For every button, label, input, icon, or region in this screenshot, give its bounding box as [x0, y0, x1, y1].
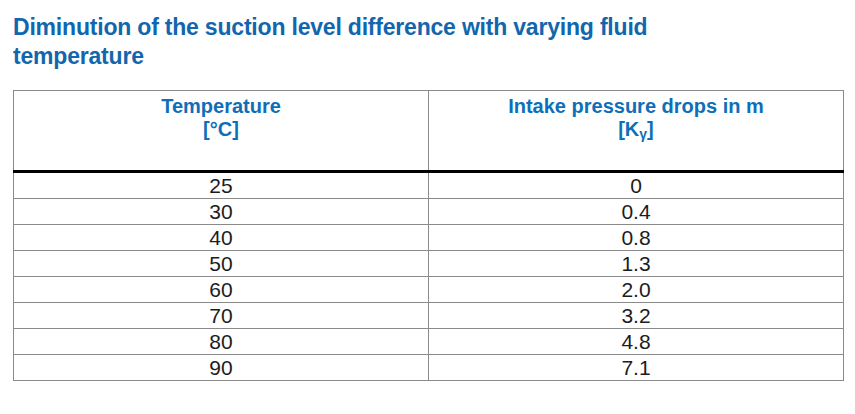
table-header: Temperature [°C] Intake pressure drops i… — [14, 91, 844, 172]
temperature-header-label: Temperature — [14, 95, 428, 118]
table-row: 70 3.2 — [14, 303, 844, 329]
pressure-cell: 3.2 — [429, 303, 844, 329]
table-body: 25 0 30 0.4 40 0.8 50 1.3 60 2.0 70 3.2 — [14, 172, 844, 381]
temperature-cell: 40 — [14, 225, 429, 251]
pressure-header-unit: [Kγ] — [429, 118, 843, 141]
column-header-temperature: Temperature [°C] — [14, 91, 429, 172]
pressure-cell: 0.8 — [429, 225, 844, 251]
table-row: 90 7.1 — [14, 355, 844, 381]
column-header-pressure-drops: Intake pressure drops in m [Kγ] — [429, 91, 844, 172]
page-title-line-1: Diminution of the suction level differen… — [13, 13, 844, 42]
document-page: Diminution of the suction level differen… — [0, 0, 855, 381]
table-header-row: Temperature [°C] Intake pressure drops i… — [14, 91, 844, 172]
temperature-cell: 60 — [14, 277, 429, 303]
pressure-cell: 1.3 — [429, 251, 844, 277]
temperature-cell: 25 — [14, 172, 429, 199]
pressure-cell: 0.4 — [429, 199, 844, 225]
pressure-cell: 0 — [429, 172, 844, 199]
temperature-cell: 30 — [14, 199, 429, 225]
table-row: 30 0.4 — [14, 199, 844, 225]
pressure-cell: 4.8 — [429, 329, 844, 355]
pressure-header-label: Intake pressure drops in m — [429, 95, 843, 118]
page-title: Diminution of the suction level differen… — [13, 13, 844, 71]
page-title-line-2: temperature — [13, 42, 844, 71]
pressure-cell: 2.0 — [429, 277, 844, 303]
table-row: 25 0 — [14, 172, 844, 199]
temperature-cell: 90 — [14, 355, 429, 381]
table-row: 80 4.8 — [14, 329, 844, 355]
table-row: 60 2.0 — [14, 277, 844, 303]
temperature-cell: 50 — [14, 251, 429, 277]
temperature-header-unit: [°C] — [14, 118, 428, 141]
suction-level-table: Temperature [°C] Intake pressure drops i… — [13, 90, 844, 381]
temperature-cell: 80 — [14, 329, 429, 355]
gamma-subscript: γ — [639, 126, 647, 142]
table-row: 40 0.8 — [14, 225, 844, 251]
pressure-cell: 7.1 — [429, 355, 844, 381]
table-row: 50 1.3 — [14, 251, 844, 277]
temperature-cell: 70 — [14, 303, 429, 329]
